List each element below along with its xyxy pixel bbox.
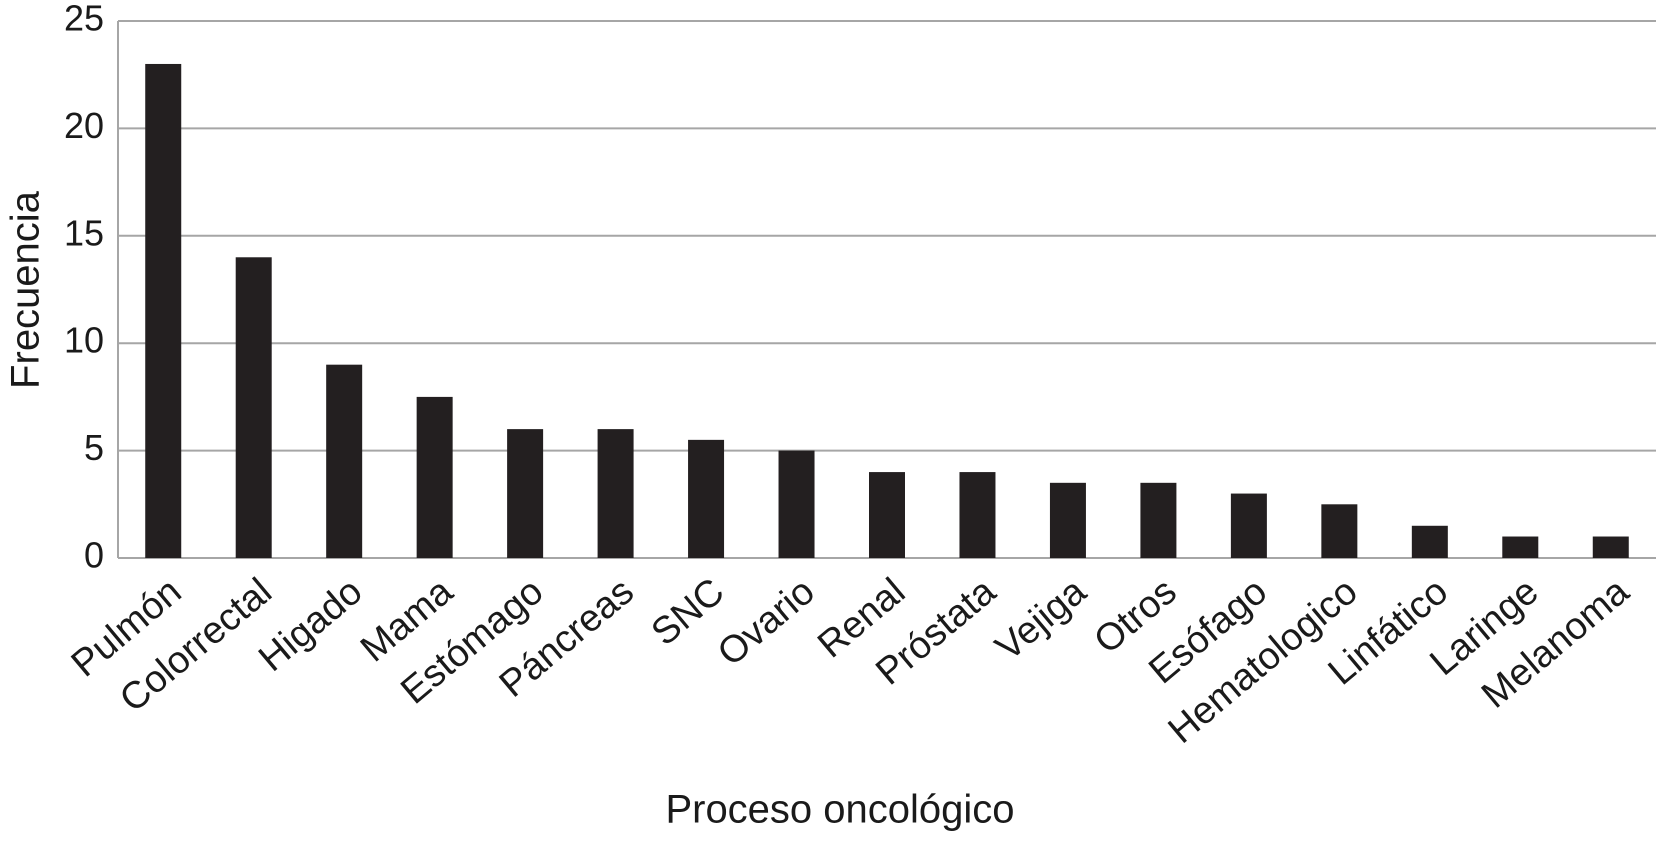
bar xyxy=(1230,493,1267,558)
bar xyxy=(597,429,634,558)
bar xyxy=(1140,482,1177,558)
y-tick-label: 15 xyxy=(64,212,104,253)
bar xyxy=(869,472,905,558)
y-tick-label: 5 xyxy=(84,427,104,468)
bar xyxy=(778,450,815,558)
x-tick-label: Vejiga xyxy=(988,570,1095,669)
y-tick-label: 25 xyxy=(64,0,104,39)
bar xyxy=(326,364,363,558)
x-tick-label: Higado xyxy=(251,570,370,680)
y-axis-title: Frecuencia xyxy=(4,190,48,389)
bar xyxy=(1592,536,1629,558)
y-tick-label: 0 xyxy=(84,535,104,576)
bar xyxy=(1321,504,1358,558)
bar xyxy=(507,429,544,558)
bar xyxy=(1502,536,1539,558)
y-tick-label: 10 xyxy=(64,320,104,361)
bar xyxy=(1411,525,1448,558)
bar xyxy=(416,396,453,558)
bar xyxy=(1049,482,1086,558)
bar xyxy=(688,439,725,558)
y-tick-label: 20 xyxy=(64,105,104,146)
x-axis-title: Proceso oncológico xyxy=(665,788,1014,832)
x-tick-label: Ovario xyxy=(710,570,823,674)
bar xyxy=(145,63,182,559)
bar xyxy=(235,257,272,558)
bar xyxy=(959,472,996,558)
